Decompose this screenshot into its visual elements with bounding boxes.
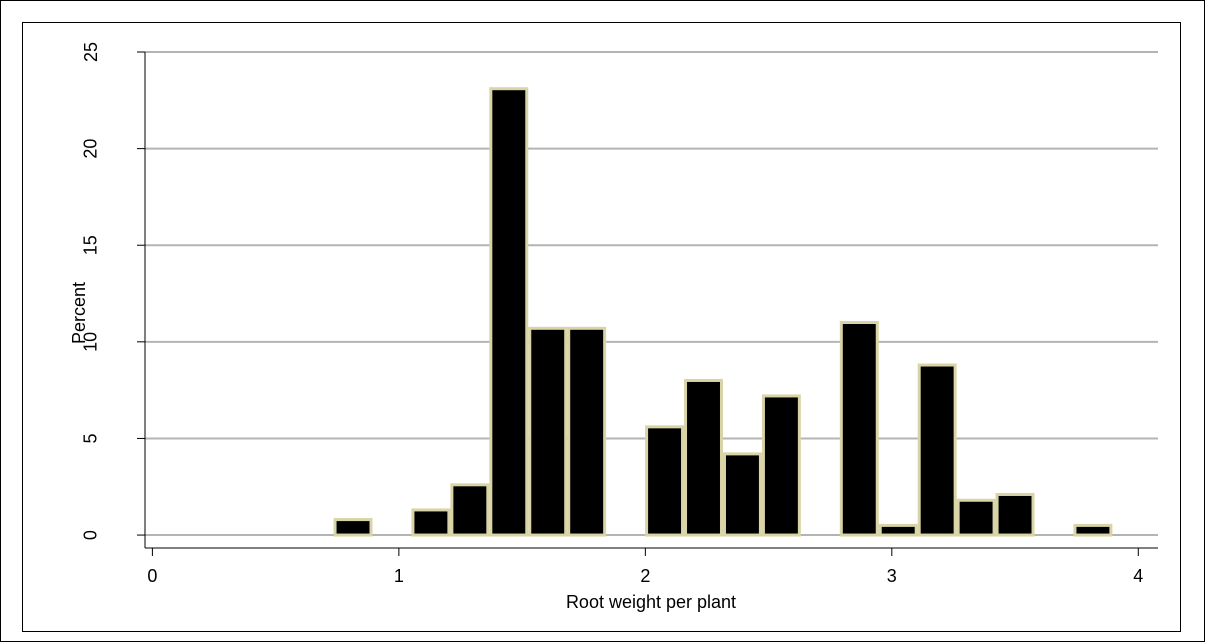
bar <box>839 321 879 537</box>
bar <box>567 326 607 537</box>
bar <box>489 87 529 537</box>
y-axis-label: Percent <box>69 282 89 344</box>
bar <box>450 483 490 537</box>
bar <box>878 523 918 537</box>
bar <box>333 518 373 537</box>
y-tick-label: 10 <box>81 332 101 352</box>
bar <box>995 492 1035 537</box>
bar <box>684 378 723 537</box>
bar <box>411 508 451 537</box>
bar <box>722 452 762 537</box>
y-tick-label: 5 <box>81 433 101 443</box>
bar <box>645 425 685 537</box>
x-axis-label: Root weight per plant <box>566 592 736 612</box>
x-tick-label: 1 <box>394 566 404 586</box>
y-tick-label: 25 <box>81 42 101 62</box>
x-tick-label: 0 <box>147 566 157 586</box>
bar <box>956 498 996 537</box>
y-tick-label: 15 <box>81 235 101 255</box>
y-tick-label: 0 <box>81 530 101 540</box>
bar <box>1073 523 1113 537</box>
x-tick-label: 4 <box>1133 566 1143 586</box>
bar <box>761 394 801 537</box>
bar <box>917 363 957 537</box>
bar <box>528 326 568 537</box>
y-tick-label: 20 <box>81 139 101 159</box>
x-tick-label: 2 <box>640 566 650 586</box>
x-tick-label: 3 <box>887 566 897 586</box>
